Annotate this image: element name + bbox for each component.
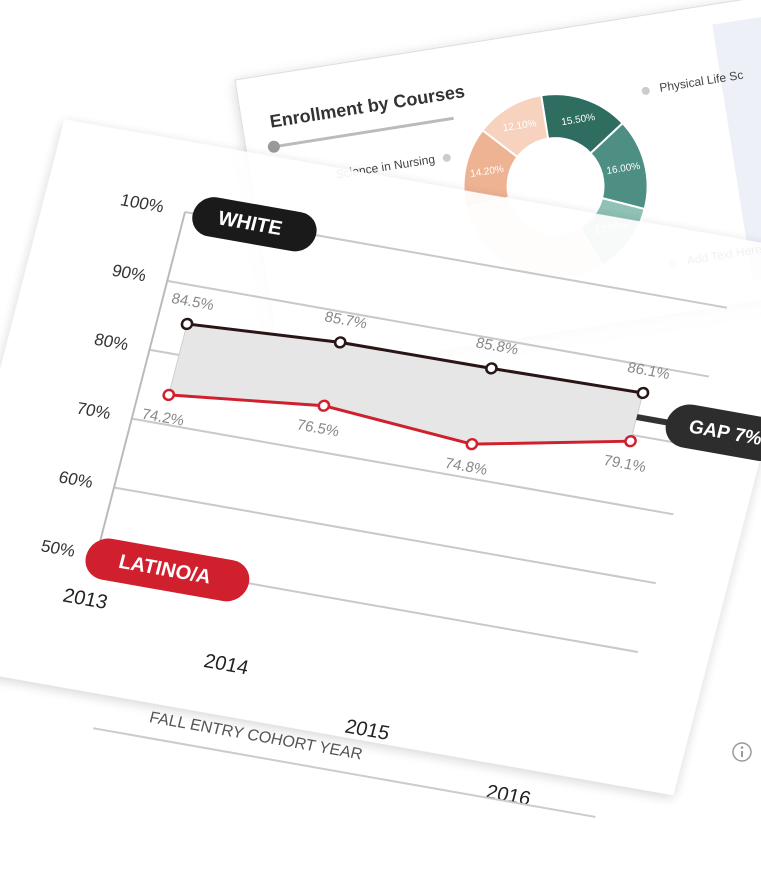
front-card: 50%60%70%80%90%100%84.5%85.7%85.8%86.1%7…	[0, 119, 761, 818]
x-axis-line	[92, 727, 596, 818]
label-dot	[442, 153, 451, 162]
gap-pill	[665, 404, 761, 462]
data-label: 85.7%	[323, 309, 369, 333]
card-bg	[0, 119, 761, 796]
info-dot	[740, 746, 744, 749]
data-label: 79.1%	[602, 452, 648, 476]
point	[317, 399, 331, 412]
slice-label: 16.00%	[606, 161, 641, 177]
side-panel	[712, 12, 761, 282]
data-label: 76.5%	[295, 417, 341, 441]
slice-label: 12.10%	[502, 118, 537, 134]
point	[333, 336, 347, 349]
slice-label: 14.20%	[469, 164, 504, 180]
grid-line	[167, 279, 710, 378]
pill	[192, 197, 317, 252]
legend-white: WHITE	[192, 197, 317, 252]
info-circle	[732, 742, 752, 762]
point	[180, 317, 194, 331]
point	[162, 388, 176, 402]
data-label: 86.1%	[626, 359, 672, 383]
series-line	[168, 393, 631, 446]
data-label: 85.8%	[474, 335, 520, 359]
label-dot	[641, 86, 650, 95]
point	[465, 437, 479, 451]
data-label: 74.8%	[443, 455, 489, 479]
title-underline	[267, 116, 454, 150]
legend-latino: LATINO/A	[85, 538, 250, 602]
x-tick-label: 2016	[484, 781, 533, 810]
data-label: 84.5%	[170, 290, 216, 314]
series-line	[186, 322, 644, 395]
slice-label: 15.50%	[561, 112, 596, 128]
point	[485, 362, 498, 375]
point	[624, 435, 637, 448]
info-icon[interactable]	[732, 742, 752, 762]
pill	[85, 538, 250, 602]
grid-line	[131, 417, 674, 516]
point	[636, 386, 650, 400]
pie-slice	[481, 94, 550, 159]
grid-line	[113, 486, 657, 585]
slider-knob	[267, 140, 280, 153]
data-label: 74.2%	[140, 406, 186, 430]
y-axis	[95, 211, 186, 557]
